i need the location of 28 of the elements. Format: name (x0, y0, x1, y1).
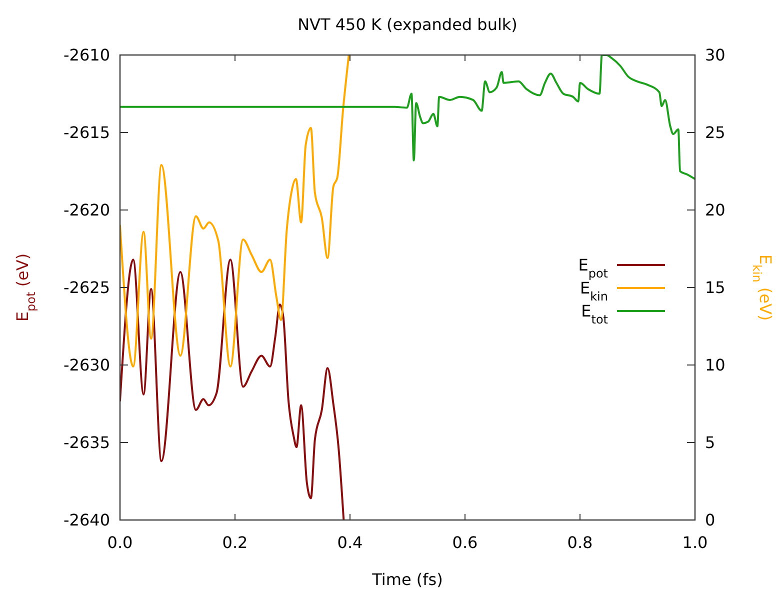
x-tick-label: 0.2 (222, 533, 248, 552)
y-tick-label: -2610 (64, 46, 110, 65)
y2-tick-label: 10 (705, 356, 726, 375)
x-tick-label: 0.8 (567, 533, 593, 552)
y2-tick-label: 25 (705, 123, 726, 142)
y-tick-label: -2620 (64, 200, 110, 220)
line-series (120, 258, 345, 520)
y2-tick-label: 20 (705, 200, 726, 220)
y-tick-label: -2640 (64, 510, 110, 530)
y-tick-label: -2630 (64, 356, 110, 375)
x-tick-label: 0.6 (452, 533, 478, 552)
y2-tick-label: 30 (705, 46, 726, 65)
line-series (120, 55, 695, 180)
y2-tick-label: 0 (705, 510, 716, 530)
legend-label: E$_{pot}$ (578, 256, 608, 281)
y-tick-label: -2635 (64, 433, 110, 452)
x-tick-label: 0.4 (337, 533, 363, 552)
chart-title: NVT 450 K (expanded bulk) (298, 15, 518, 34)
y2-tick-label: 5 (705, 433, 716, 452)
legend-label: E$_{kin}$ (580, 278, 608, 304)
legend-label: E$_{tot}$ (581, 302, 608, 327)
x-tick-label: 1.0 (682, 533, 708, 552)
y-tick-label: -2625 (64, 278, 110, 298)
x-tick-label: 0.0 (107, 533, 133, 552)
line-series (120, 55, 350, 368)
x-axis-title: Time (fs) (371, 570, 443, 589)
y2-tick-label: 15 (705, 278, 726, 298)
y-tick-label: -2615 (64, 123, 110, 142)
